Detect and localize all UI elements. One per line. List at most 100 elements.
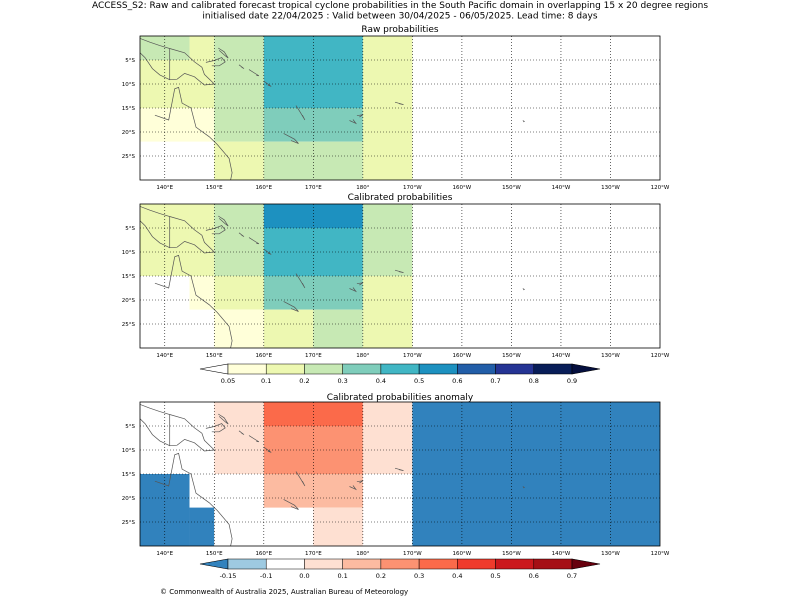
colorbar-segment bbox=[265, 363, 305, 375]
colorbar-tick-label: 0.9 bbox=[567, 377, 577, 385]
probability-cell bbox=[189, 402, 215, 412]
coastline bbox=[263, 248, 272, 255]
longitude-tick-label: 170°E bbox=[305, 353, 322, 359]
anomaly-colorbar: -0.15 -0.1 0.0 0.1 0.2 0.3 0.4 0.5 0.6 0.7 bbox=[199, 558, 601, 580]
colorbar-segment bbox=[342, 363, 382, 375]
coastline bbox=[205, 225, 226, 235]
longitude-tick-label: 180° bbox=[356, 353, 369, 359]
coastline bbox=[218, 413, 229, 425]
colorbar-segment bbox=[342, 558, 382, 570]
latitude-tick-label: 5°S bbox=[125, 58, 135, 64]
coastline bbox=[394, 269, 404, 273]
longitude-tick-label: 140°E bbox=[156, 551, 173, 557]
coastline bbox=[263, 446, 272, 453]
probability-cell bbox=[189, 276, 215, 310]
copyright-footer: © Commonwealth of Australia 2025, Austra… bbox=[160, 588, 408, 596]
coastline bbox=[522, 288, 526, 291]
colorbar-segment bbox=[304, 558, 343, 570]
figure-title-line2: initialised date 22/04/2025 : Valid betw… bbox=[202, 12, 597, 22]
panel-title: Calibrated probabilities bbox=[348, 193, 453, 203]
longitude-tick-label: 180° bbox=[356, 185, 369, 191]
latitude-tick-label: 20°S bbox=[122, 496, 136, 502]
longitude-tick-label: 150°E bbox=[206, 185, 223, 191]
probability-cell bbox=[313, 309, 363, 348]
longitude-tick-label: 140°E bbox=[156, 185, 173, 191]
probability-cell bbox=[214, 36, 264, 142]
longitude-tick-label: 160°W bbox=[453, 353, 472, 359]
coastline bbox=[349, 119, 357, 125]
colorbar-segment bbox=[380, 363, 420, 375]
coastline bbox=[154, 86, 233, 180]
colorbar-tick-label: 0.7 bbox=[567, 572, 577, 580]
longitude-tick-label: 150°E bbox=[206, 551, 223, 557]
latitude-tick-label: 10°S bbox=[122, 82, 136, 88]
probability-colorbar: 0.05 0.1 0.2 0.3 0.4 0.5 0.6 0.7 0.8 0.9 bbox=[199, 363, 601, 385]
probability-cell bbox=[214, 276, 264, 310]
coastline bbox=[283, 301, 299, 312]
longitude-tick-label: 150°W bbox=[502, 551, 521, 557]
coastline bbox=[140, 38, 171, 81]
colorbar-over-extension bbox=[571, 558, 601, 570]
colorbar-tick-label: 0.8 bbox=[529, 377, 539, 385]
coastline bbox=[154, 452, 233, 546]
colorbar-tick-label: 0.3 bbox=[414, 572, 424, 580]
probability-cell bbox=[362, 276, 413, 348]
map-frame bbox=[139, 401, 661, 547]
coastline bbox=[154, 254, 233, 348]
longitude-tick-label: 140°W bbox=[552, 353, 571, 359]
colorbar-segment bbox=[265, 558, 305, 570]
longitude-tick-label: 170°E bbox=[305, 551, 322, 557]
colorbar-under-extension bbox=[199, 558, 229, 570]
longitude-tick-label: 140°W bbox=[552, 185, 571, 191]
coastline bbox=[295, 273, 306, 289]
latitude-tick-label: 5°S bbox=[125, 424, 135, 430]
longitude-tick-label: 120°W bbox=[651, 551, 670, 557]
coastline bbox=[205, 57, 226, 67]
latitude-tick-label: 25°S bbox=[122, 154, 136, 160]
colorbar-tick-label: 0.2 bbox=[299, 377, 309, 385]
latitude-tick-label: 20°S bbox=[122, 298, 136, 304]
coastline bbox=[238, 64, 245, 69]
probability-cell bbox=[362, 402, 413, 474]
longitude-tick-label: 150°W bbox=[502, 185, 521, 191]
anomaly-panel: Calibrated probabilities anomaly 140°E 15… bbox=[122, 393, 670, 557]
colorbar-segment bbox=[533, 558, 573, 570]
probability-cell bbox=[263, 108, 363, 142]
map-frame bbox=[139, 203, 661, 349]
longitude-tick-label: 180° bbox=[356, 551, 369, 557]
probability-cell bbox=[313, 507, 363, 546]
colorbar-tick-label: -0.15 bbox=[220, 572, 237, 580]
longitude-tick-label: 130°W bbox=[601, 185, 620, 191]
probability-cell bbox=[214, 507, 264, 546]
longitude-tick-label: 140°W bbox=[552, 551, 571, 557]
longitude-tick-label: 160°E bbox=[255, 185, 272, 191]
longitude-tick-label: 170°W bbox=[403, 551, 422, 557]
coastline bbox=[218, 47, 229, 59]
longitude-tick-label: 160°W bbox=[453, 551, 472, 557]
probability-cell bbox=[214, 309, 264, 348]
latitude-tick-label: 10°S bbox=[122, 448, 136, 454]
coastline bbox=[140, 404, 171, 447]
colorbar-segment bbox=[457, 363, 496, 375]
coastline bbox=[248, 435, 260, 443]
colorbar-over-extension bbox=[571, 363, 601, 375]
longitude-tick-label: 160°W bbox=[453, 185, 472, 191]
probability-cell bbox=[362, 204, 413, 276]
coastline bbox=[218, 215, 229, 227]
probability-cell bbox=[189, 204, 215, 276]
calibrated-probabilities-panel: Calibrated probabilities 140°E 150°E 160°E… bbox=[122, 193, 670, 359]
latitude-tick-label: 25°S bbox=[122, 520, 136, 526]
colorbar-tick-label: 0.1 bbox=[261, 377, 271, 385]
coastline bbox=[238, 430, 245, 435]
colorbar-tick-label: 0.4 bbox=[376, 377, 386, 385]
colorbar-tick-label: 0.05 bbox=[221, 377, 235, 385]
longitude-tick-label: 140°E bbox=[156, 353, 173, 359]
coastline bbox=[295, 471, 306, 487]
colorbar-tick-label: -0.1 bbox=[260, 572, 273, 580]
colorbar-segment bbox=[418, 363, 458, 375]
colorbar-tick-label: 0.5 bbox=[490, 572, 500, 580]
colorbar-segment bbox=[304, 363, 343, 375]
colorbar-tick-label: 0.6 bbox=[529, 572, 539, 580]
longitude-tick-label: 160°E bbox=[255, 551, 272, 557]
